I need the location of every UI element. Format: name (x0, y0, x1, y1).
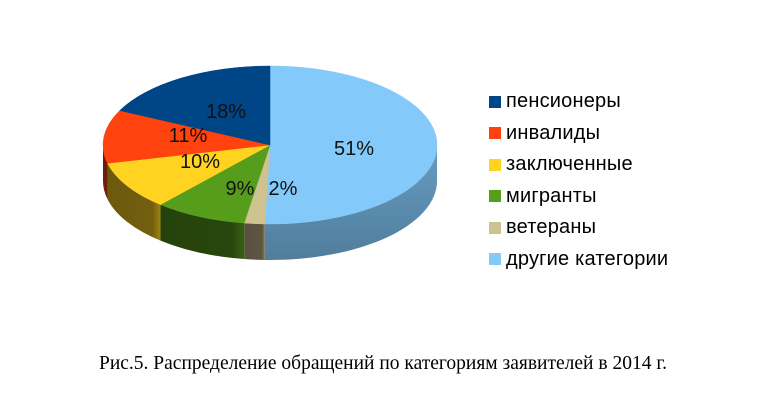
legend-swatch (489, 221, 501, 234)
pie-side-3 (107, 163, 161, 241)
legend-item: другие категории (489, 244, 668, 276)
pie-slice (264, 65, 438, 225)
data-label: 51% (334, 138, 374, 160)
legend-item: ветераны (489, 212, 668, 244)
data-label: 10% (180, 151, 220, 173)
legend-swatch (489, 95, 501, 108)
pie-top (102, 65, 438, 225)
legend-item: мигранты (489, 181, 668, 213)
figure-caption: Рис.5. Распределение обращений по катего… (98, 353, 667, 374)
data-label: 18% (206, 101, 246, 123)
legend-label: ветераны (506, 216, 597, 239)
legend-label: мигранты (506, 184, 597, 207)
data-label: 9% (226, 178, 255, 200)
pie-slice (159, 144, 271, 224)
legend-swatch (489, 190, 501, 203)
legend-label: другие категории (506, 247, 669, 270)
pie-side-2 (160, 204, 245, 260)
pie-side-4 (103, 145, 108, 200)
legend-label: инвалиды (506, 121, 601, 144)
legend-swatch (489, 158, 501, 171)
pie-chart: 51% 2% 9% 10% 11% 18% пенсионеры инвалиды зак… (102, 65, 668, 275)
legend-swatch (489, 127, 501, 140)
pie-side-walls (103, 145, 437, 260)
legend-item: заключенные (489, 149, 668, 181)
pie-slice (119, 65, 271, 146)
legend-swatch (489, 253, 501, 266)
pie-slice (102, 110, 271, 164)
pie-data-labels: 51% 2% 9% 10% 11%18% (169, 101, 375, 200)
pie-slice (107, 144, 271, 205)
pie-side-1 (244, 223, 265, 260)
legend-item: пенсионеры (489, 86, 668, 118)
legend-label: пенсионеры (506, 90, 621, 113)
legend-label: заключенные (506, 153, 633, 176)
data-label: 2% (269, 178, 298, 200)
chart-legend: пенсионеры инвалиды заключенные мигранты… (489, 86, 668, 275)
data-label: 11% (169, 125, 208, 147)
pie-chart-graphic: 51% 2% 9% 10% 11%18% (102, 65, 438, 260)
legend-item: инвалиды (489, 118, 668, 150)
pie-side-0 (264, 145, 437, 260)
